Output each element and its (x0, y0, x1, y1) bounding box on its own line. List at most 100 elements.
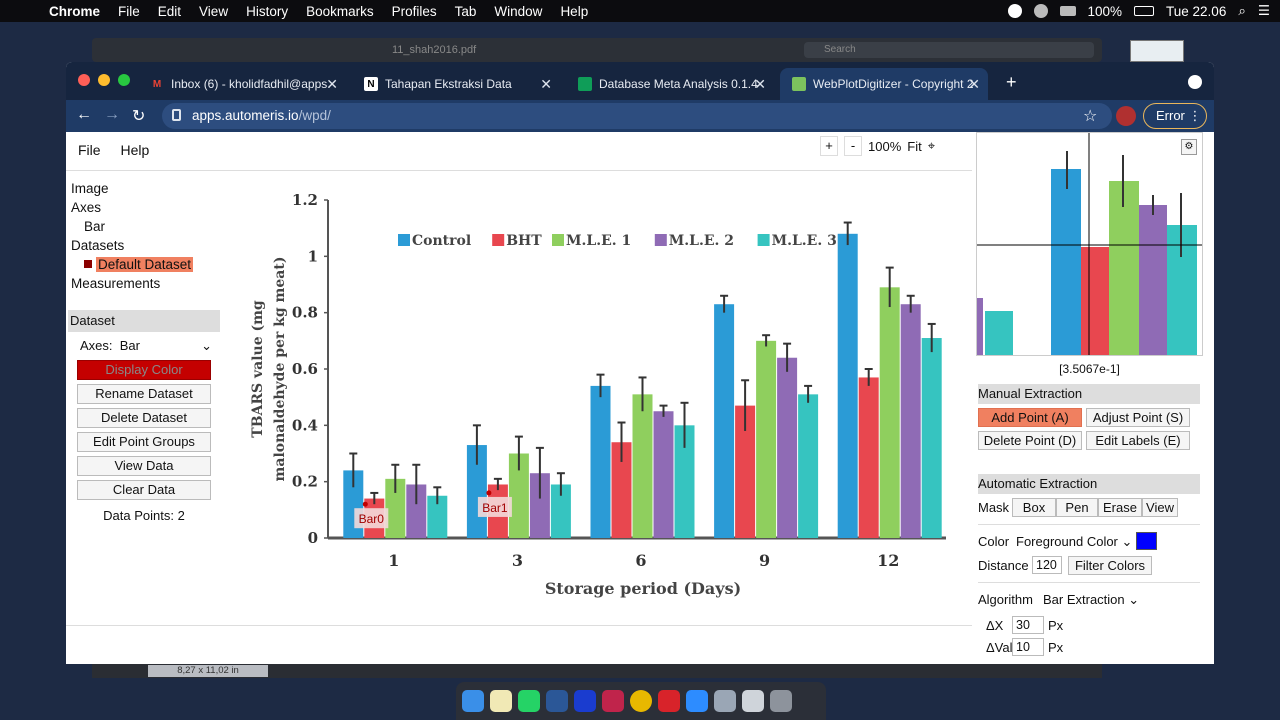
mask-color-swatch[interactable] (1136, 532, 1157, 550)
zoom-icon[interactable] (686, 690, 708, 712)
maximize-window-icon[interactable] (118, 74, 130, 86)
close-tab-icon[interactable]: ✕ (326, 76, 338, 92)
mask-box-button[interactable]: Box (1012, 498, 1056, 517)
adjust-point-button[interactable]: Adjust Point (S) (1086, 408, 1190, 427)
error-button[interactable]: Error ⋮ (1143, 103, 1207, 129)
clock[interactable]: Tue 22.06 (1166, 3, 1227, 19)
tree-image[interactable]: Image (71, 181, 109, 196)
acrobat-icon[interactable] (658, 690, 680, 712)
menu-tab[interactable]: Tab (454, 3, 477, 19)
fit-button[interactable]: Fit (907, 138, 922, 154)
word-icon[interactable] (546, 690, 568, 712)
reload-icon[interactable]: ↻ (132, 108, 146, 125)
data-point-marker (486, 490, 492, 496)
tab-webplotdigitizer[interactable]: WebPlotDigitizer - Copyright 2 ✕ (780, 68, 988, 100)
tree-axes[interactable]: Axes (71, 200, 102, 215)
zoom-out-button[interactable]: - (844, 136, 862, 156)
trash-icon[interactable] (770, 690, 792, 712)
wpd-menu-help[interactable]: Help (120, 142, 150, 158)
menu-help[interactable]: Help (560, 3, 589, 19)
documents-icon[interactable] (742, 690, 764, 712)
delete-dataset-button[interactable]: Delete Dataset (77, 408, 211, 428)
preview-icon[interactable] (714, 690, 736, 712)
mendeley-icon[interactable] (602, 690, 624, 712)
battery-icon[interactable] (1134, 6, 1155, 16)
mask-erase-button[interactable]: Erase (1098, 498, 1142, 517)
minimize-window-icon[interactable] (98, 74, 110, 86)
forward-icon[interactable]: → (104, 106, 120, 123)
tab-title: Database Meta Analysis 0.1.4 | (599, 77, 759, 91)
record-icon[interactable] (1007, 4, 1022, 18)
chevron-down-icon: ⌄ (201, 338, 212, 353)
point-label: Bar0 (359, 512, 385, 526)
close-tab-icon[interactable]: ✕ (968, 76, 980, 92)
display-color-button[interactable]: Display Color (77, 360, 211, 380)
bar-bht-9 (735, 405, 756, 538)
dval-input[interactable]: 10 (1012, 638, 1044, 656)
pen-app-icon[interactable] (574, 690, 596, 712)
back-icon[interactable]: ← (76, 106, 92, 123)
plot-canvas[interactable]: 0 0.2 0.4 0.6 0.8 1 1.2 1 3 6 9 12 Storage period (D… (234, 188, 964, 608)
distance-input[interactable]: 120 (1032, 556, 1062, 574)
clear-data-button[interactable]: Clear Data (77, 480, 211, 500)
url-path: /wpd/ (298, 108, 331, 123)
menu-history[interactable]: History (246, 3, 289, 19)
dx-input[interactable]: 30 (1012, 616, 1044, 634)
bar-chart[interactable]: 0 0.2 0.4 0.6 0.8 1 1.2 1 3 6 9 12 Storage period (D… (234, 188, 964, 608)
notes-icon[interactable] (490, 690, 512, 712)
edit-labels-button[interactable]: Edit Labels (E) (1086, 431, 1190, 450)
tree-default-dataset[interactable]: Default Dataset (84, 255, 194, 274)
tab-search-icon[interactable] (1188, 75, 1202, 89)
mask-pen-button[interactable]: Pen (1056, 498, 1098, 517)
mask-view-button[interactable]: View (1142, 498, 1178, 517)
tree-measurements[interactable]: Measurements (71, 276, 161, 291)
finder-icon[interactable] (462, 690, 484, 712)
menu-edit[interactable]: Edit (157, 3, 182, 19)
whatsapp-icon[interactable] (518, 690, 540, 712)
gear-icon[interactable]: ⚙ (1181, 139, 1197, 155)
close-tab-icon[interactable]: ✕ (540, 76, 552, 92)
crosshair-icon[interactable]: ⌖ (927, 138, 936, 153)
error-label: Error (1156, 108, 1185, 123)
tab-gmail[interactable]: M Inbox (6) - kholidfadhil@apps. ✕ (138, 68, 346, 100)
chrome-icon[interactable] (630, 690, 652, 712)
add-point-button[interactable]: Add Point (A) (978, 408, 1082, 427)
zoom-level: 100% (868, 138, 902, 154)
legend-label: M.L.E. 1 (566, 233, 631, 249)
menu-view[interactable]: View (199, 3, 229, 19)
tab-sheets[interactable]: Database Meta Analysis 0.1.4 | ✕ (566, 68, 774, 100)
tab-notion[interactable]: N Tahapan Ekstraksi Data ✕ (352, 68, 560, 100)
menu-bookmarks[interactable]: Bookmarks (306, 3, 374, 19)
wifi-icon[interactable] (1059, 6, 1076, 16)
delete-point-button[interactable]: Delete Point (D) (978, 431, 1082, 450)
rename-dataset-button[interactable]: Rename Dataset (77, 384, 211, 404)
bookmark-star-icon[interactable]: ☆ (1083, 108, 1098, 125)
wpd-menu-file[interactable]: File (78, 142, 101, 158)
page-size-label: 8,27 x 11,02 in (148, 665, 268, 677)
new-tab-icon[interactable]: + (1006, 72, 1017, 92)
axes-select[interactable]: Axes: Bar ⌄ (80, 338, 212, 354)
bg-search: Search (804, 42, 1094, 58)
edit-point-groups-button[interactable]: Edit Point Groups (77, 432, 211, 452)
status-icon[interactable] (1033, 4, 1048, 18)
close-window-icon[interactable] (78, 74, 90, 86)
spotlight-icon[interactable]: ⌕ (1238, 3, 1246, 18)
menu-profiles[interactable]: Profiles (391, 3, 437, 19)
menu-file[interactable]: File (118, 3, 140, 19)
profile-avatar[interactable] (1116, 106, 1136, 126)
menu-window[interactable]: Window (494, 3, 543, 19)
tree-datasets[interactable]: Datasets (71, 238, 125, 253)
right-panel: ⚙ [3.5067e-1] Manual Extraction Add Poin… (976, 132, 1214, 664)
divider (978, 582, 1200, 583)
close-tab-icon[interactable]: ✕ (754, 76, 766, 92)
control-center-icon[interactable]: ☰ (1257, 3, 1270, 18)
color-mode-select[interactable]: Foreground Color ⌄ (1016, 534, 1133, 549)
filter-colors-button[interactable]: Filter Colors (1068, 556, 1152, 575)
menu-chrome[interactable]: Chrome (49, 3, 101, 19)
algorithm-select[interactable]: Bar Extraction ⌄ (1043, 592, 1140, 607)
tree-axes-bar[interactable]: Bar (84, 219, 106, 234)
x-tick-label: 3 (512, 551, 523, 570)
zoom-in-button[interactable]: + (820, 136, 838, 156)
view-data-button[interactable]: View Data (77, 456, 211, 476)
address-bar[interactable]: apps.automeris.io/wpd/ (162, 103, 1112, 129)
